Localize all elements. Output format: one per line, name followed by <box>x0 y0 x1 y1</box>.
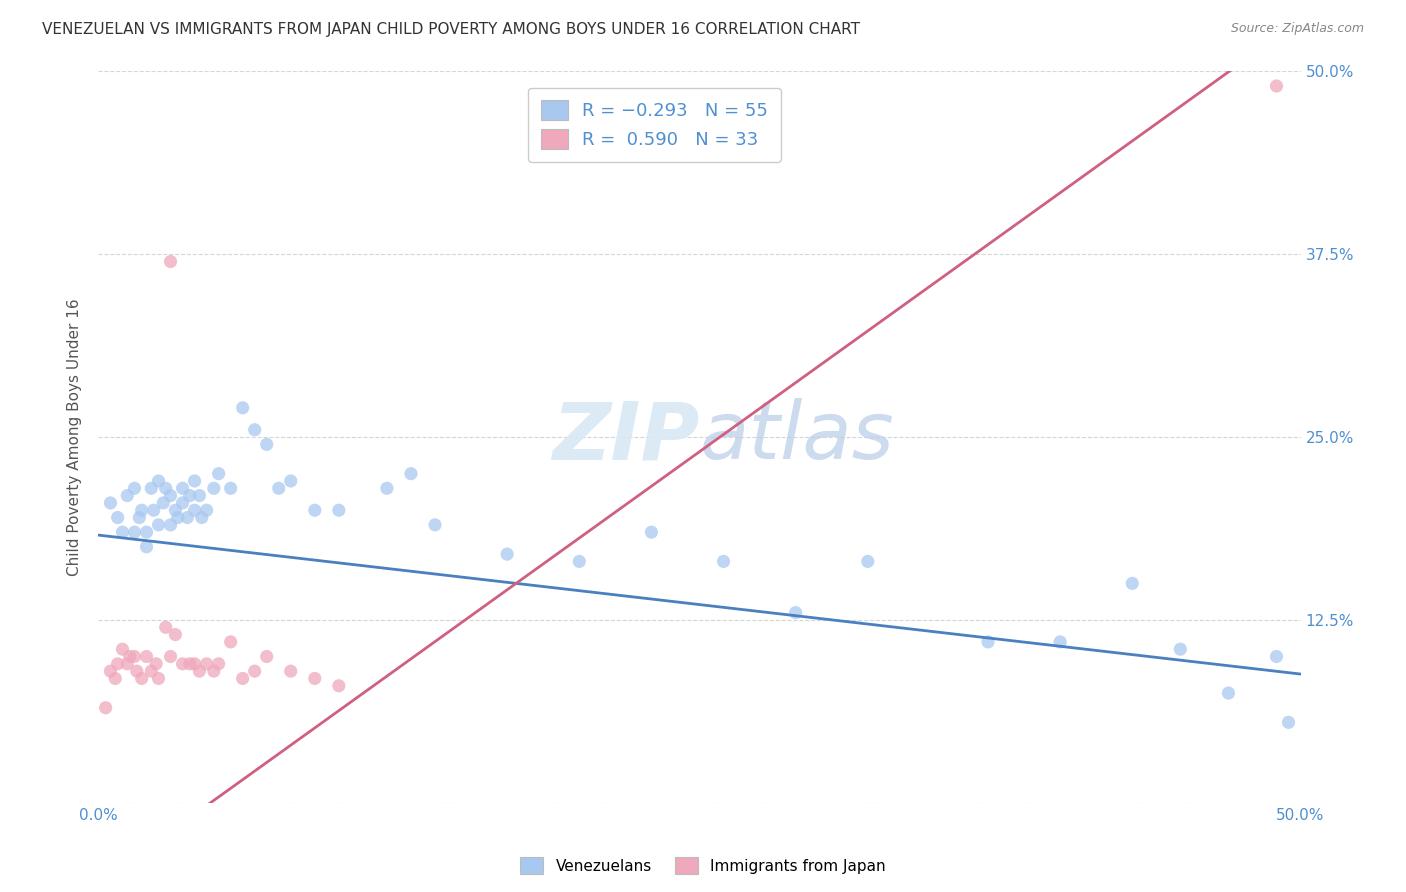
Point <box>496 547 519 561</box>
Point <box>179 489 201 503</box>
Point <box>219 481 242 495</box>
Point <box>179 657 201 671</box>
Point <box>135 540 157 554</box>
Point <box>155 481 177 495</box>
Point <box>243 423 266 437</box>
Point <box>118 649 141 664</box>
Point <box>107 657 129 671</box>
Point <box>195 503 218 517</box>
Point <box>1170 642 1192 657</box>
Point <box>1277 715 1299 730</box>
Point <box>183 657 205 671</box>
Point <box>375 481 398 495</box>
Point <box>159 254 181 268</box>
Point <box>111 642 134 657</box>
Point <box>176 510 198 524</box>
Point <box>117 657 139 671</box>
Point <box>165 627 187 641</box>
Y-axis label: Child Poverty Among Boys Under 16: Child Poverty Among Boys Under 16 <box>67 298 83 576</box>
Point <box>1049 635 1071 649</box>
Text: Source: ZipAtlas.com: Source: ZipAtlas.com <box>1230 22 1364 36</box>
Legend: Venezuelans, Immigrants from Japan: Venezuelans, Immigrants from Japan <box>515 851 891 880</box>
Point <box>188 664 211 678</box>
Point <box>328 679 350 693</box>
Point <box>148 474 170 488</box>
Point <box>232 672 254 686</box>
Point <box>155 620 177 634</box>
Point <box>785 606 807 620</box>
Point <box>124 481 146 495</box>
Point <box>131 672 153 686</box>
Point <box>977 635 1000 649</box>
Point <box>124 525 146 540</box>
Point <box>159 649 181 664</box>
Point <box>172 657 194 671</box>
Point <box>256 437 278 451</box>
Point <box>128 510 150 524</box>
Point <box>1218 686 1240 700</box>
Point <box>135 649 157 664</box>
Text: ZIP: ZIP <box>553 398 700 476</box>
Point <box>111 525 134 540</box>
Point <box>640 525 662 540</box>
Point <box>172 496 194 510</box>
Point <box>232 401 254 415</box>
Point <box>399 467 422 481</box>
Point <box>1121 576 1143 591</box>
Point <box>142 503 165 517</box>
Text: atlas: atlas <box>700 398 894 476</box>
Point <box>568 554 591 568</box>
Point <box>208 467 231 481</box>
Point <box>713 554 735 568</box>
Point <box>1265 78 1288 93</box>
Point <box>243 664 266 678</box>
Point <box>1265 649 1288 664</box>
Point <box>141 664 163 678</box>
Legend: R = −0.293   N = 55, R =  0.590   N = 33: R = −0.293 N = 55, R = 0.590 N = 33 <box>529 87 780 161</box>
Point <box>191 510 214 524</box>
Point <box>172 481 194 495</box>
Point <box>104 672 127 686</box>
Point <box>280 664 302 678</box>
Point <box>125 664 148 678</box>
Point <box>148 672 170 686</box>
Point <box>304 503 326 517</box>
Point <box>188 489 211 503</box>
Point <box>141 481 163 495</box>
Point <box>117 489 139 503</box>
Point <box>148 517 170 532</box>
Point <box>94 700 117 714</box>
Point <box>202 481 225 495</box>
Point <box>267 481 290 495</box>
Point <box>166 510 188 524</box>
Point <box>131 503 153 517</box>
Text: VENEZUELAN VS IMMIGRANTS FROM JAPAN CHILD POVERTY AMONG BOYS UNDER 16 CORRELATIO: VENEZUELAN VS IMMIGRANTS FROM JAPAN CHIL… <box>42 22 860 37</box>
Point <box>107 510 129 524</box>
Point <box>183 503 205 517</box>
Point <box>159 517 181 532</box>
Point <box>135 525 157 540</box>
Point <box>328 503 350 517</box>
Point <box>423 517 446 532</box>
Point <box>100 496 122 510</box>
Point <box>124 649 146 664</box>
Point <box>856 554 879 568</box>
Point <box>219 635 242 649</box>
Point <box>304 672 326 686</box>
Point <box>195 657 218 671</box>
Point <box>202 664 225 678</box>
Point <box>256 649 278 664</box>
Point <box>100 664 122 678</box>
Point <box>208 657 231 671</box>
Point <box>159 489 181 503</box>
Point <box>280 474 302 488</box>
Point <box>145 657 167 671</box>
Point <box>165 503 187 517</box>
Point <box>183 474 205 488</box>
Point <box>152 496 174 510</box>
